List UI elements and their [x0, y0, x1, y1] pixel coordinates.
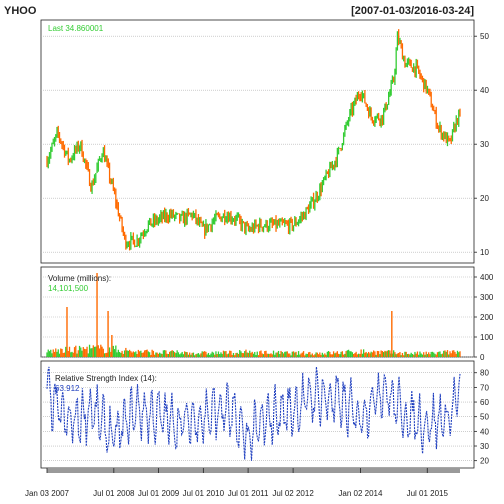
rsi-tick-label: 30 [480, 442, 489, 451]
price-tick-label: 50 [480, 32, 489, 41]
volume-last-value: 14,101,500 [48, 284, 89, 293]
x-tick-label: Jul 01 2009 [138, 489, 180, 498]
volume-tick-label: 0 [480, 353, 485, 362]
rsi-gridlines [41, 373, 474, 461]
rsi-tick-label: 40 [480, 427, 489, 436]
volume-gridlines [41, 277, 474, 357]
chart-date-range: [2007-01-03/2016-03-24] [351, 5, 474, 17]
price-tick-label: 40 [480, 86, 489, 95]
volume-tick-label: 100 [480, 333, 494, 342]
volume-tick-label: 200 [480, 313, 494, 322]
rsi-tick-label: 50 [480, 413, 489, 422]
volume-label: Volume (millions): [48, 274, 111, 283]
chart-title: YHOO [4, 5, 37, 17]
x-tick-label: Jul 01 2011 [228, 489, 269, 498]
price-tick-label: 30 [480, 140, 489, 149]
price-series [47, 29, 460, 250]
x-tick-label: Jul 01 2010 [183, 489, 225, 498]
rsi-tick-label: 60 [480, 398, 489, 407]
rsi-tick-label: 20 [480, 457, 489, 466]
volume-tick-label: 400 [480, 273, 494, 282]
x-tick-label: Jan 02 2014 [338, 489, 383, 498]
price-gridlines [41, 36, 474, 252]
volume-y-axis: 0 100 200 300 400 [474, 273, 494, 362]
rsi-last-value: 63.912 [55, 384, 80, 393]
x-tick-label: Jul 01 2008 [93, 489, 135, 498]
volume-series [47, 273, 460, 357]
x-tick-label: Jul 02 2012 [272, 489, 314, 498]
rsi-label: Relative Strength Index (14): [55, 374, 157, 383]
x-tick-label: Jul 01 2015 [407, 489, 449, 498]
price-tick-label: 20 [480, 194, 489, 203]
price-y-axis: 10 20 30 40 50 [474, 32, 489, 257]
rsi-y-axis: 20 30 40 50 60 70 80 [474, 369, 489, 466]
price-tick-label: 10 [480, 248, 489, 257]
volume-tick-label: 300 [480, 293, 494, 302]
last-price-annotation: Last 34.860001 [48, 24, 104, 33]
rsi-tick-label: 80 [480, 369, 489, 378]
rsi-tick-label: 70 [480, 383, 489, 392]
x-axis-bar [47, 468, 460, 473]
x-tick-label: Jan 03 2007 [25, 489, 70, 498]
